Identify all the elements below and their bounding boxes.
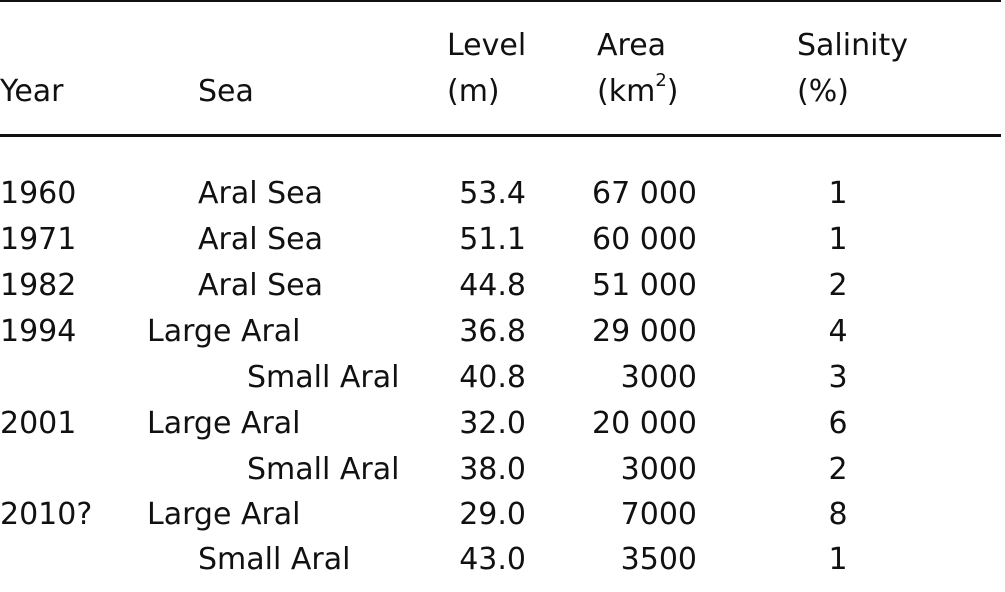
cell-sea: Small Aral [247, 452, 400, 487]
header-area-line2: (km2) [597, 72, 679, 110]
cell-area: 29 000 [592, 314, 697, 349]
cell-level: 38.0 [459, 452, 526, 487]
header-area-unit: (km [597, 74, 656, 109]
cell-sea: Large Aral [147, 497, 301, 532]
header-level-line2: (m) [447, 74, 500, 109]
header-salinity-line2: (%) [797, 74, 849, 109]
header-sea: Sea [198, 74, 254, 109]
cell-area: 51 000 [592, 268, 697, 303]
header-area-close: ) [666, 74, 679, 109]
cell-area: 20 000 [592, 406, 697, 441]
header-area-exponent: 2 [655, 70, 667, 91]
cell-year: 1982 [0, 268, 77, 303]
cell-year: 1994 [0, 314, 77, 349]
cell-year: 2010? [0, 497, 93, 532]
cell-year: 2001 [0, 406, 77, 441]
cell-sea: Aral Sea [198, 176, 323, 211]
table-top-rule [0, 0, 1001, 2]
header-salinity-line1: Salinity [797, 28, 908, 63]
cell-area: 3000 [620, 360, 697, 395]
cell-level: 29.0 [459, 497, 526, 532]
cell-sea: Small Aral [198, 542, 351, 577]
cell-sea: Aral Sea [198, 268, 323, 303]
cell-sea: Large Aral [147, 406, 301, 441]
cell-salinity: 8 [828, 497, 848, 532]
cell-area: 60 000 [592, 222, 697, 257]
cell-sea: Aral Sea [198, 222, 323, 257]
cell-salinity: 6 [828, 406, 848, 441]
cell-area: 3000 [620, 452, 697, 487]
cell-area: 67 000 [592, 176, 697, 211]
cell-level: 32.0 [459, 406, 526, 441]
cell-level: 44.8 [459, 268, 526, 303]
cell-level: 53.4 [459, 176, 526, 211]
cell-salinity: 1 [828, 542, 848, 577]
cell-salinity: 3 [828, 360, 848, 395]
header-area-line1: Area [597, 28, 667, 63]
cell-area: 7000 [620, 497, 697, 532]
cell-salinity: 1 [828, 222, 848, 257]
cell-salinity: 1 [828, 176, 848, 211]
cell-level: 40.8 [459, 360, 526, 395]
cell-level: 51.1 [459, 222, 526, 257]
cell-sea: Small Aral [247, 360, 400, 395]
cell-sea: Large Aral [147, 314, 301, 349]
cell-level: 36.8 [459, 314, 526, 349]
header-level-line1: Level [447, 28, 527, 63]
cell-area: 3500 [620, 542, 697, 577]
cell-salinity: 4 [828, 314, 848, 349]
cell-year: 1960 [0, 176, 77, 211]
cell-level: 43.0 [459, 542, 526, 577]
cell-year: 1971 [0, 222, 77, 257]
cell-salinity: 2 [828, 268, 848, 303]
header-year: Year [0, 74, 64, 109]
cell-salinity: 2 [828, 452, 848, 487]
table-header-rule [0, 134, 1001, 137]
